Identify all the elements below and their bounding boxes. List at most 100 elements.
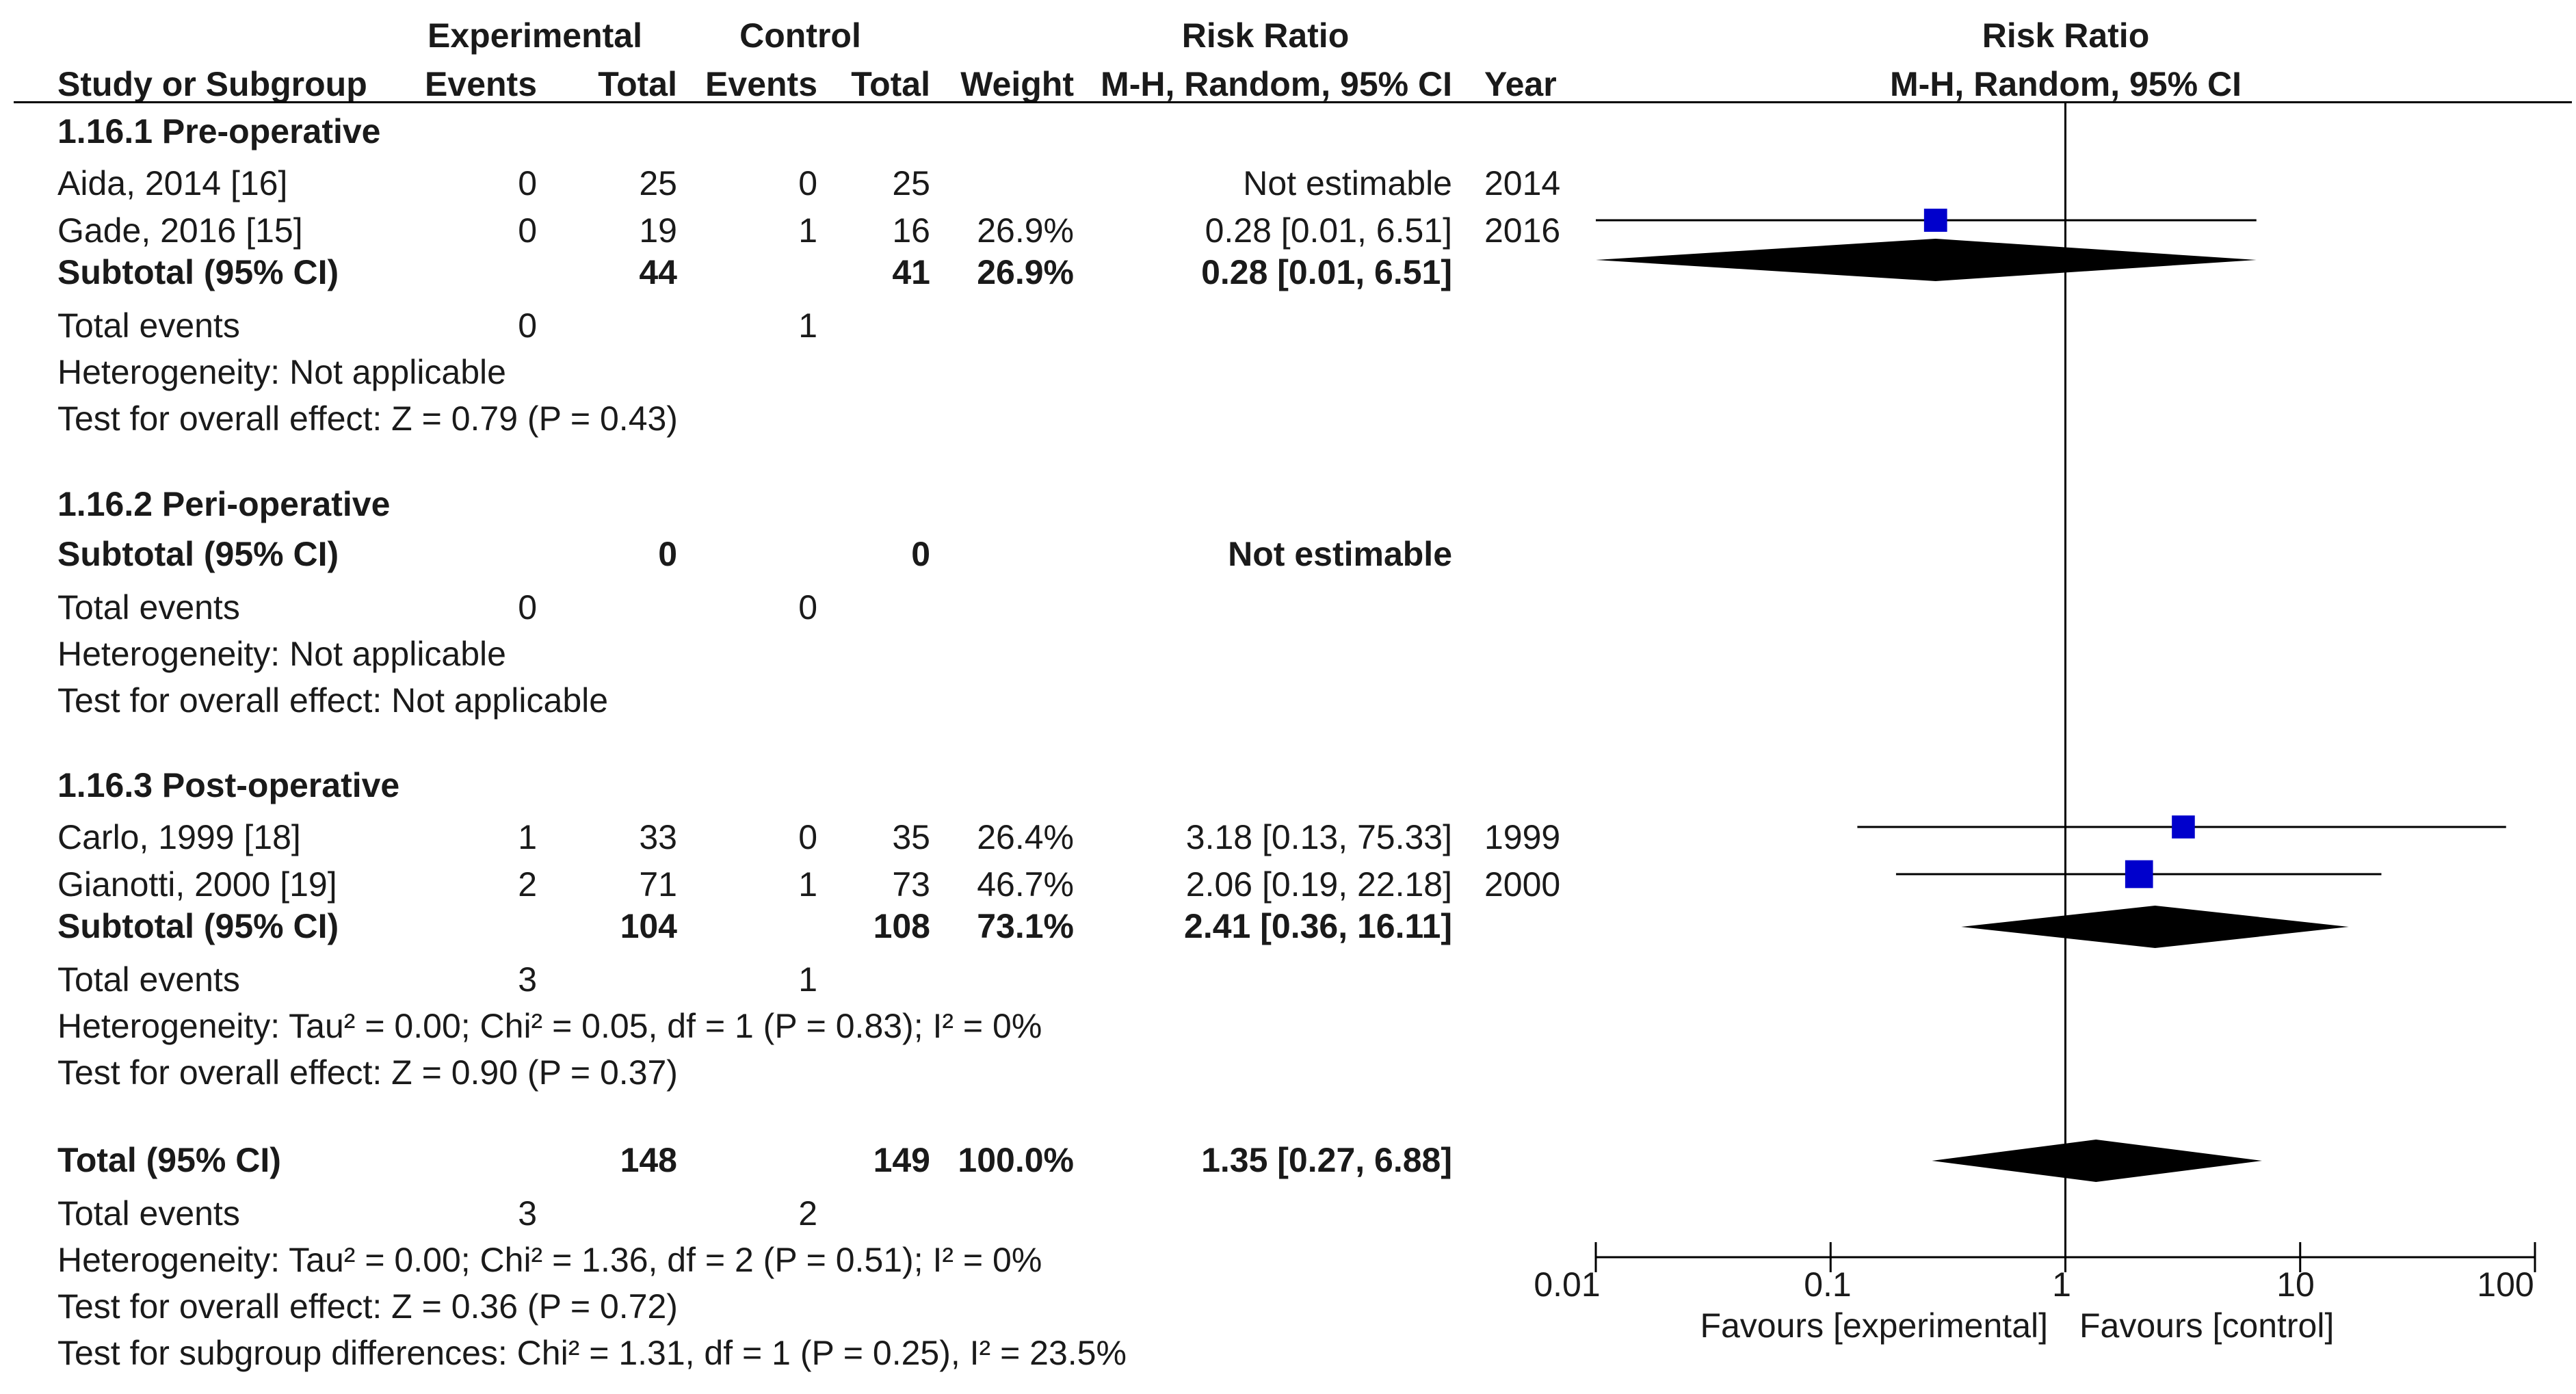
study-3-ctl-events: 0 [798,818,817,856]
subgroup-3-title: 1.16.3 Post-operative [57,766,400,804]
total-events-3-exp: 3 [518,960,537,999]
subtotal-2-exp-total: 0 [658,535,677,573]
total-label: Total (95% CI) [57,1141,281,1179]
axis-tick-label-10: 10 [2276,1265,2315,1304]
header-method: M-H, Random, 95% CI [1101,65,1452,103]
study-3-year: 1999 [1484,818,1561,856]
study-2-ctl-events: 1 [798,211,817,250]
study-2-weight: 26.9% [977,211,1074,250]
header-ctl-total: Total [851,65,930,103]
total-ctl-total: 149 [873,1141,930,1179]
plot-title: Risk Ratio [1982,16,2150,55]
total-ci: 1.35 [0.27, 6.88] [1201,1141,1452,1179]
total-events-all-exp: 3 [518,1194,537,1233]
favours-experimental: Favours [experimental] [1700,1306,2048,1345]
total-events-1-label: Total events [57,306,240,345]
study-4-exp-total: 71 [639,865,677,904]
study-1-ci: Not estimable [1243,164,1452,202]
study-3-exp-events: 1 [518,818,537,856]
total-events-2-label: Total events [57,588,240,627]
study-2-year: 2016 [1484,211,1561,250]
subtotal-1-exp-total: 44 [639,253,677,291]
total-weight: 100.0% [958,1141,1074,1179]
header-control: Control [739,16,861,55]
study-2-exp-total: 19 [639,211,677,250]
overall-effect-3: Test for overall effect: Z = 0.90 (P = 0… [57,1053,678,1092]
header-risk-ratio: Risk Ratio [1181,16,1350,55]
header-exp-total: Total [598,65,677,103]
overall-effect-total: Test for overall effect: Z = 0.36 (P = 0… [57,1287,678,1326]
study-3-weight: 26.4% [977,818,1074,856]
axis-tick-label-1: 1 [2052,1265,2071,1304]
pooled-diamond-3 [1932,1140,2263,1182]
total-events-1-ctl: 1 [798,306,817,345]
heterogeneity-2: Heterogeneity: Not applicable [57,635,506,673]
heterogeneity-1: Heterogeneity: Not applicable [57,353,506,391]
study-1-name: Aida, 2014 [16] [57,164,288,202]
total-events-2-ctl: 0 [798,588,817,627]
total-events-3-ctl: 1 [798,960,817,999]
axis-tick-label-100: 100 [2477,1265,2534,1304]
subtotal-3-weight: 73.1% [977,907,1074,945]
subtotal-3-ci: 2.41 [0.36, 16.11] [1184,907,1452,945]
total-events-all-label: Total events [57,1194,240,1233]
study-3-ci: 3.18 [0.13, 75.33] [1185,818,1452,856]
study-4-ctl-total: 73 [892,865,930,904]
study-2-ci: 0.28 [0.01, 6.51] [1205,211,1452,250]
subtotal-1-ci: 0.28 [0.01, 6.51] [1201,253,1452,291]
study-marker-2 [2172,815,2195,839]
study-2-ctl-total: 16 [892,211,930,250]
favours-control: Favours [control] [2079,1306,2335,1345]
subtotal-2-ci: Not estimable [1228,535,1452,573]
heterogeneity-total: Heterogeneity: Tau² = 0.00; Chi² = 1.36,… [57,1241,1042,1279]
study-2-name: Gade, 2016 [15] [57,211,303,250]
study-1-year: 2014 [1484,164,1561,202]
study-3-name: Carlo, 1999 [18] [57,818,301,856]
overall-effect-2: Test for overall effect: Not applicable [57,681,609,720]
subtotal-3-exp-total: 104 [620,907,677,945]
axis-tick-label-0.1: 0.1 [1804,1265,1852,1304]
study-3-ctl-total: 35 [892,818,930,856]
study-2-exp-events: 0 [518,211,537,250]
total-events-1-exp: 0 [518,306,537,345]
subgroup-2-title: 1.16.2 Peri-operative [57,485,391,523]
study-4-ctl-events: 1 [798,865,817,904]
subgroup-differences: Test for subgroup differences: Chi² = 1.… [57,1334,1127,1372]
study-3-exp-total: 33 [639,818,677,856]
study-4-year: 2000 [1484,865,1561,904]
subtotal-1-ctl-total: 41 [892,253,930,291]
subgroup-1-title: 1.16.1 Pre-operative [57,112,381,150]
study-1-ctl-total: 25 [892,164,930,202]
study-1-exp-events: 0 [518,164,537,202]
study-4-ci: 2.06 [0.19, 22.18] [1185,865,1452,904]
subtotal-3-label: Subtotal (95% CI) [57,907,339,945]
header-experimental: Experimental [427,16,642,55]
study-marker-1 [1923,209,1947,232]
study-4-exp-events: 2 [518,865,537,904]
header-exp-events: Events [425,65,537,103]
plot-method: M-H, Random, 95% CI [1890,65,2242,103]
study-1-ctl-events: 0 [798,164,817,202]
heterogeneity-3: Heterogeneity: Tau² = 0.00; Chi² = 0.05,… [57,1007,1042,1045]
pooled-diamond-1 [1596,239,2257,281]
total-exp-total: 148 [620,1141,677,1179]
study-4-name: Gianotti, 2000 [19] [57,865,337,904]
study-4-weight: 46.7% [977,865,1074,904]
subtotal-3-ctl-total: 108 [873,907,930,945]
pooled-diamond-2 [1961,906,2349,948]
total-events-all-ctl: 2 [798,1194,817,1233]
header-study: Study or Subgroup [57,65,367,103]
header-rule [14,101,2572,103]
study-marker-3 [2125,860,2153,889]
axis-tick-label-0.01: 0.01 [1534,1265,1601,1304]
study-1-exp-total: 25 [639,164,677,202]
header-weight: Weight [960,65,1074,103]
subtotal-1-label: Subtotal (95% CI) [57,253,339,291]
total-events-2-exp: 0 [518,588,537,627]
subtotal-2-ctl-total: 0 [911,535,930,573]
header-ctl-events: Events [705,65,817,103]
subtotal-2-label: Subtotal (95% CI) [57,535,339,573]
subtotal-1-weight: 26.9% [977,253,1074,291]
